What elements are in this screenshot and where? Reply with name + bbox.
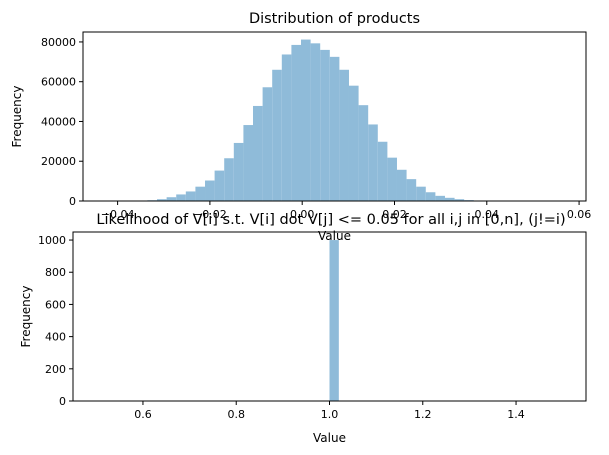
top-histogram-bar <box>320 49 330 201</box>
top-histogram-bar <box>281 54 292 201</box>
top-histogram-bar <box>166 197 177 201</box>
top-histogram-bar <box>176 194 186 201</box>
top-histogram-bar <box>406 179 417 201</box>
bottom-x-tick-label: 1.2 <box>414 408 432 421</box>
top-histogram-bar <box>233 142 244 201</box>
top-histogram-bar <box>396 169 407 201</box>
top-histogram-bar <box>387 157 397 201</box>
top-y-tick-label: 40000 <box>41 115 76 128</box>
bottom-y-tick-label: 800 <box>45 266 66 279</box>
top-y-ticks: 0 20000 40000 60000 80000 <box>41 36 83 208</box>
top-y-axis-label: Frequency <box>10 86 24 148</box>
top-histogram-bars <box>128 39 551 202</box>
top-histogram-bar <box>435 195 445 201</box>
top-x-tick-label: 0.02 <box>382 208 407 221</box>
top-histogram-bar <box>291 44 301 201</box>
top-axes-frame <box>82 31 587 202</box>
top-histogram-bar <box>416 186 426 201</box>
top-histogram-bar <box>214 170 225 201</box>
bottom-y-tick-label: 200 <box>45 363 66 376</box>
top-histogram-bar <box>377 141 388 201</box>
bottom-y-tick-label: 0 <box>59 395 66 408</box>
top-histogram-bar <box>348 85 359 201</box>
top-histogram-bar <box>454 199 465 201</box>
top-histogram-bar <box>195 186 206 201</box>
bottom-x-tick-label: 1.0 <box>321 408 339 421</box>
top-x-tick-label: 0.00 <box>290 208 315 221</box>
bottom-y-tick-label: 1000 <box>38 234 66 247</box>
bottom-y-axis-label: Frequency <box>19 286 33 348</box>
top-x-tick-label: 0.06 <box>567 208 592 221</box>
top-histogram-bar <box>205 180 215 201</box>
top-histogram-bar <box>243 125 254 201</box>
top-y-tick-label: 60000 <box>41 76 76 89</box>
top-histogram-bar <box>301 39 311 202</box>
top-histogram-bar <box>358 105 369 201</box>
bottom-histogram-bars <box>329 240 339 401</box>
bottom-y-tick-label: 400 <box>45 331 66 344</box>
top-histogram-bar <box>224 158 234 201</box>
bottom-x-tick-label: 1.4 <box>507 408 525 421</box>
top-histogram-bar <box>339 69 349 201</box>
top-y-tick-label: 80000 <box>41 36 76 49</box>
top-histogram-bar <box>310 43 321 201</box>
top-y-tick-label: 0 <box>69 195 76 208</box>
bottom-chart-title: Likelihood of V[i] s.t. V[i] dot V[j] <=… <box>96 212 565 228</box>
bottom-histogram-bar <box>329 240 339 401</box>
bottom-x-tick-label: 0.6 <box>134 408 152 421</box>
bottom-x-ticks: 0.6 0.8 1.0 1.2 1.4 <box>134 401 525 421</box>
bottom-x-tick-label: 0.8 <box>227 408 245 421</box>
top-x-tick-label: −0.02 <box>193 208 227 221</box>
top-histogram-bar <box>185 191 196 201</box>
top-histogram-bar <box>272 69 282 201</box>
top-x-tick-label: 0.04 <box>475 208 500 221</box>
top-histogram-bar <box>425 192 436 201</box>
top-histogram: −0.04 −0.02 0.00 0.02 0.04 0.06 0 20000 40000 60… <box>10 11 591 243</box>
top-histogram-bar <box>444 197 455 201</box>
top-histogram-bar <box>262 87 273 201</box>
bottom-y-ticks: 0 200 400 600 800 1000 <box>38 234 73 408</box>
top-histogram-bar <box>253 105 263 201</box>
top-y-tick-label: 20000 <box>41 155 76 168</box>
top-histogram-bar <box>157 199 167 201</box>
top-histogram-bar <box>368 124 378 201</box>
top-chart-title: Distribution of products <box>249 11 420 27</box>
top-x-tick-label: −0.04 <box>101 208 135 221</box>
bottom-y-tick-label: 600 <box>45 298 66 311</box>
top-histogram-bar <box>329 56 340 201</box>
top-x-ticks: −0.04 −0.02 0.00 0.02 0.04 0.06 <box>101 201 592 221</box>
bottom-x-axis-label: Value <box>313 431 346 445</box>
